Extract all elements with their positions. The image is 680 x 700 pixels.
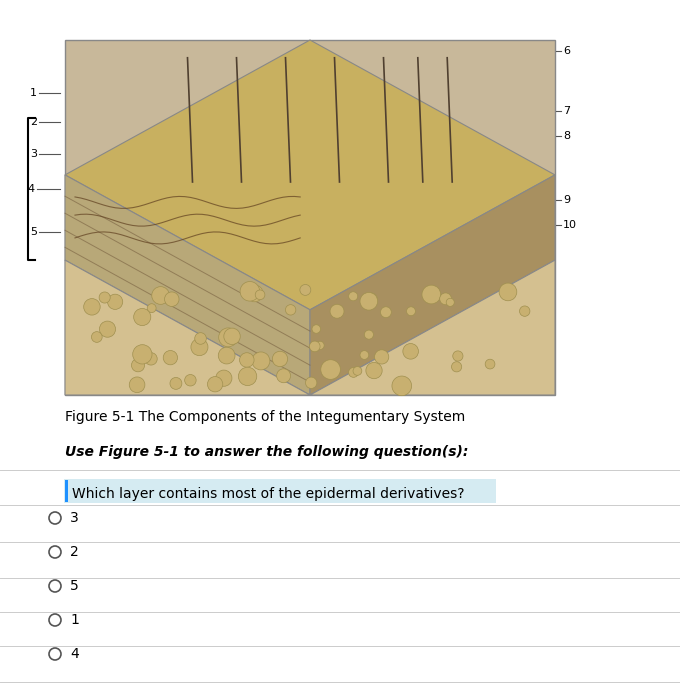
Text: 3: 3 [70,511,79,525]
Circle shape [107,294,122,309]
Circle shape [49,512,61,524]
Circle shape [152,286,169,304]
Circle shape [134,309,151,326]
Text: 2: 2 [70,545,79,559]
Circle shape [133,344,152,364]
Circle shape [49,546,61,558]
Circle shape [131,358,145,372]
Text: 3: 3 [30,148,37,159]
Circle shape [452,362,462,372]
Circle shape [147,304,156,313]
Text: 10: 10 [563,220,577,230]
Polygon shape [310,175,555,395]
Circle shape [207,377,223,392]
Circle shape [165,292,179,307]
Polygon shape [65,175,310,395]
Text: 7: 7 [563,106,570,116]
Circle shape [407,307,415,316]
Circle shape [239,368,257,386]
Circle shape [191,339,208,356]
Circle shape [440,293,452,304]
Circle shape [485,359,495,369]
Circle shape [316,341,324,349]
Circle shape [194,332,206,344]
Circle shape [255,290,265,300]
Text: Figure 5-1 The Components of the Integumentary System: Figure 5-1 The Components of the Integum… [65,410,465,424]
Circle shape [246,285,263,302]
Circle shape [170,377,182,389]
Text: 5: 5 [70,579,79,593]
FancyBboxPatch shape [64,479,496,503]
FancyBboxPatch shape [65,480,68,502]
Circle shape [392,376,411,396]
Circle shape [145,353,157,365]
Circle shape [403,344,418,359]
Text: 1: 1 [70,613,79,627]
Circle shape [360,293,377,310]
Circle shape [49,648,61,660]
Circle shape [300,284,311,295]
Polygon shape [65,260,555,395]
Circle shape [99,292,110,303]
Circle shape [185,374,196,386]
Circle shape [381,307,391,318]
Circle shape [349,292,358,301]
Circle shape [219,328,237,346]
Circle shape [277,369,290,383]
Circle shape [360,351,369,359]
Circle shape [84,299,100,315]
Text: 2: 2 [30,117,37,127]
Circle shape [499,283,517,301]
Circle shape [520,306,530,316]
Text: Use Figure 5-1 to answer the following question(s):: Use Figure 5-1 to answer the following q… [65,445,469,459]
Circle shape [305,377,317,388]
Circle shape [49,580,61,592]
Circle shape [49,614,61,626]
Circle shape [91,332,102,342]
Circle shape [216,370,232,386]
Circle shape [99,321,116,337]
Circle shape [364,293,377,307]
Circle shape [375,350,389,364]
FancyBboxPatch shape [65,40,555,395]
Circle shape [366,363,382,379]
Circle shape [312,325,320,333]
Circle shape [364,330,373,340]
Circle shape [272,351,288,367]
Text: Which layer contains most of the epidermal derivatives?: Which layer contains most of the epiderm… [72,487,464,501]
Text: 4: 4 [70,647,79,661]
Circle shape [286,304,296,315]
Circle shape [224,328,240,344]
Text: 6: 6 [563,46,570,56]
Circle shape [330,304,344,318]
Circle shape [309,341,320,351]
Text: 8: 8 [563,131,570,141]
Circle shape [446,298,454,307]
Text: 4: 4 [28,184,35,194]
Circle shape [453,351,463,361]
Circle shape [252,352,270,370]
Circle shape [353,367,362,375]
Circle shape [218,347,235,364]
Text: 9: 9 [563,195,570,204]
Circle shape [163,351,177,365]
Circle shape [129,377,145,393]
Polygon shape [65,40,555,310]
Circle shape [239,353,254,368]
Text: 5: 5 [30,227,37,237]
Text: 1: 1 [30,88,37,98]
Circle shape [422,285,441,304]
Circle shape [349,368,358,377]
Circle shape [240,281,260,301]
Circle shape [321,360,341,379]
